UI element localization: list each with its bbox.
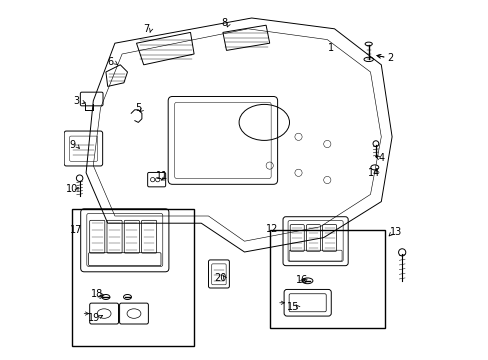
Text: 6: 6 <box>107 57 113 67</box>
Text: 1: 1 <box>327 42 333 53</box>
Text: 15: 15 <box>286 302 298 312</box>
Text: 4: 4 <box>378 153 384 163</box>
Text: 18: 18 <box>91 289 103 300</box>
Text: 11: 11 <box>156 171 168 181</box>
Text: 17: 17 <box>70 225 82 235</box>
Text: 3: 3 <box>73 96 79 106</box>
Text: 9: 9 <box>69 140 75 150</box>
Text: 10: 10 <box>66 184 79 194</box>
Bar <box>269 230 384 328</box>
Text: 12: 12 <box>266 224 278 234</box>
Text: 2: 2 <box>387 53 393 63</box>
Text: 16: 16 <box>295 275 307 285</box>
Text: 5: 5 <box>135 103 141 113</box>
Text: 20: 20 <box>213 273 226 283</box>
Text: 8: 8 <box>221 18 227 28</box>
Bar <box>72 209 194 346</box>
Text: 14: 14 <box>367 168 380 178</box>
Text: 19: 19 <box>88 312 100 323</box>
Text: 7: 7 <box>143 24 149 34</box>
Text: 13: 13 <box>389 227 401 237</box>
